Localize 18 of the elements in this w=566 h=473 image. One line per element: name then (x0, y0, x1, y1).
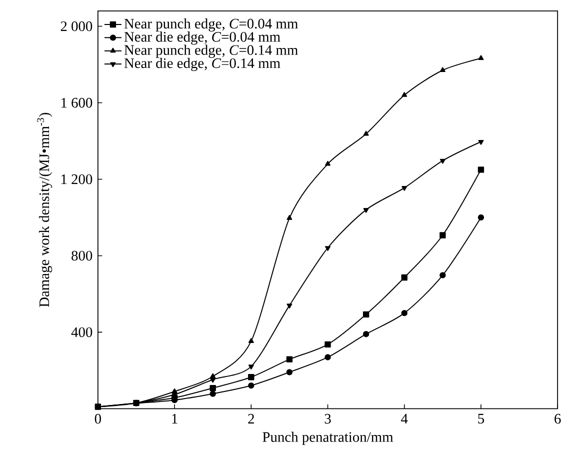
y-axis-title: Damage work density/(MJ•mm$^{-3}$) (37, 113, 52, 308)
y-tick-label: 800 (72, 251, 92, 261)
legend-label: Near punch edge, C=0.14 mm (124, 44, 298, 58)
x-tick-label: 1 (172, 414, 178, 424)
legend-label: Near punch edge, C=0.04 mm (124, 18, 298, 32)
legend-label: Near die edge, C=0.04 mm (124, 32, 280, 45)
y-tick-label: 1 200 (61, 174, 92, 184)
x-tick-label: 6 (554, 414, 561, 424)
legend-label: Near die edge, C=0.14 mm (124, 58, 280, 72)
y-tick-label: 2 000 (60, 22, 92, 32)
y-tick-label: 400 (71, 328, 92, 338)
y-tick-label: 1 600 (61, 98, 92, 108)
x-tick-label: 0 (94, 414, 101, 424)
x-tick-label: 5 (478, 414, 484, 424)
x-tick-label: 3 (324, 414, 331, 424)
x-axis-title: Punch penatration/mm (262, 432, 394, 446)
x-tick-label: 4 (401, 414, 408, 424)
x-tick-label: 2 (248, 414, 254, 424)
